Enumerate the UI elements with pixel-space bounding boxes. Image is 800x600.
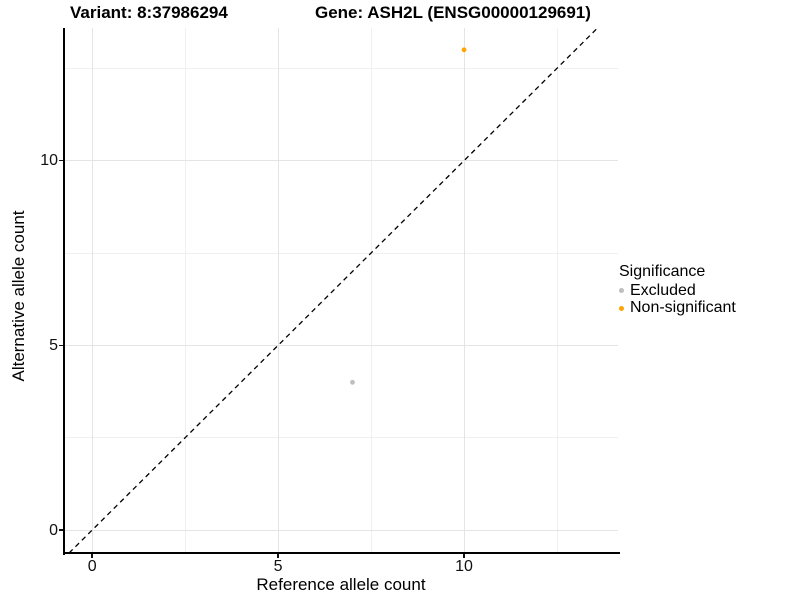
legend-item-non-significant: Non-significant: [619, 299, 736, 318]
y-axis-label: Alternative allele count: [9, 210, 28, 382]
y-axis-tick: [59, 159, 63, 162]
y-axis-tick: [59, 344, 63, 347]
x-axis-label: Reference allele count: [256, 575, 426, 594]
x-axis-tick-label: 5: [273, 558, 283, 575]
x-axis-tick: [463, 554, 465, 558]
y-axis-line: [63, 28, 65, 555]
legend-title: Significance: [619, 263, 706, 280]
x-axis-tick: [277, 554, 279, 558]
legend-item-excluded: Excluded: [619, 282, 736, 300]
legend-item-label: Excluded: [630, 281, 696, 299]
y-axis-tick-label: 5: [49, 336, 58, 354]
y-axis-tick: [59, 529, 63, 531]
legend-swatch-non-significant: [619, 305, 624, 311]
y-axis-tick-label: 0: [49, 521, 58, 539]
x-axis-tick: [91, 554, 93, 558]
x-axis-tick-label: 10: [455, 558, 473, 575]
plot-title-gene: Gene: ASH2L (ENSG00000129691): [315, 3, 591, 22]
plot-title-variant: Variant: 8:37986294: [70, 3, 228, 22]
legend-items: Excluded Non-significant: [619, 282, 736, 317]
x-axis-tick-label: 0: [87, 558, 97, 575]
legend-swatch-excluded: [619, 288, 624, 294]
legend-item-label: Non-significant: [630, 299, 736, 317]
legend: Significance Excluded Non-significant: [619, 262, 736, 317]
y-axis-tick-label: 10: [40, 152, 58, 170]
